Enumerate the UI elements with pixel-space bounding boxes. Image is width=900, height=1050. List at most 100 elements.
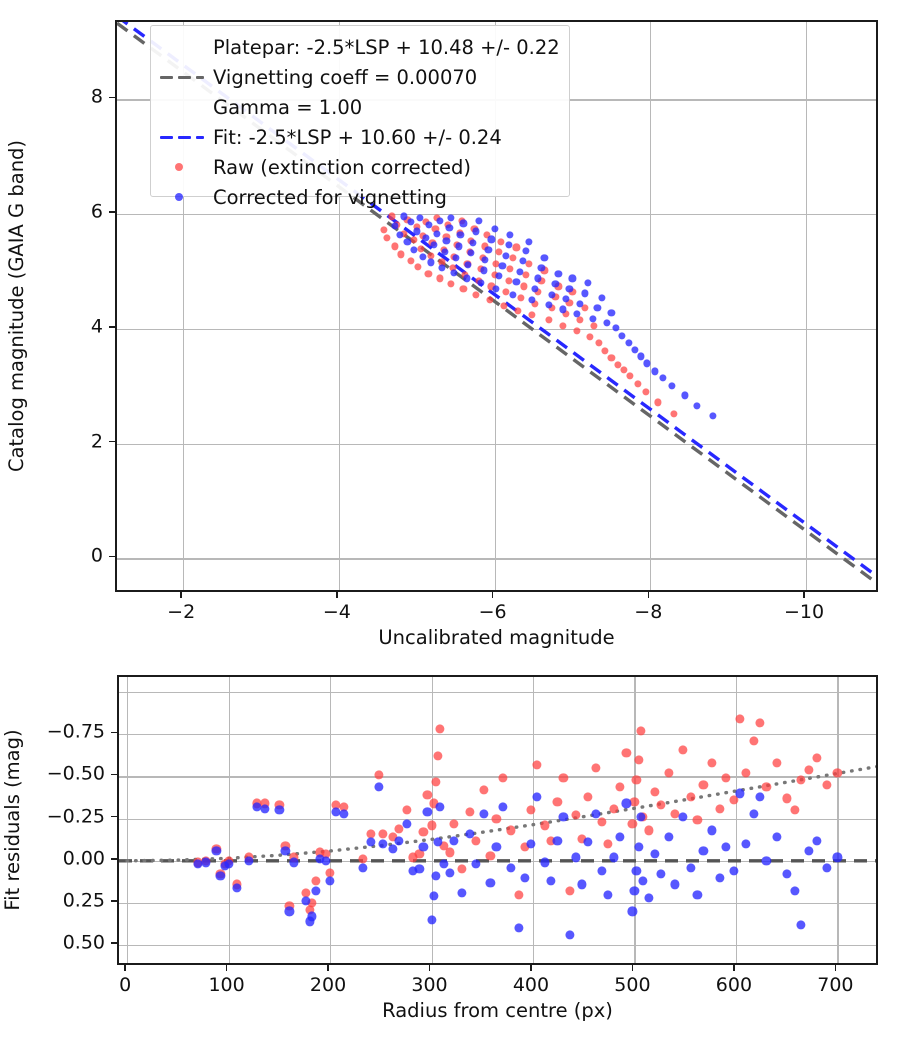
axis-tick-label-x: −6 bbox=[478, 601, 507, 623]
scatter-point-corrected bbox=[832, 852, 842, 862]
axis-tick-x bbox=[834, 965, 837, 971]
scatter-point-corrected bbox=[598, 294, 606, 302]
scatter-point-raw bbox=[502, 288, 510, 296]
scatter-point-corrected bbox=[603, 319, 611, 327]
scatter-point-corrected bbox=[456, 231, 464, 239]
scatter-point-raw bbox=[331, 800, 341, 810]
legend-row: Raw (extinction corrected) bbox=[159, 152, 559, 182]
scatter-point-corrected bbox=[637, 352, 645, 361]
scatter-point-raw bbox=[531, 300, 539, 308]
scatter-point-raw bbox=[603, 839, 613, 849]
scatter-point-raw bbox=[548, 304, 556, 312]
gridline-vertical bbox=[338, 22, 341, 590]
axis-tick-y bbox=[109, 211, 115, 213]
gridline-vertical bbox=[330, 677, 332, 963]
scatter-point-raw bbox=[438, 258, 446, 266]
axis-tick-label-x: 600 bbox=[715, 974, 753, 996]
scatter-point-raw bbox=[433, 751, 443, 761]
legend-row: Corrected for vignetting bbox=[159, 182, 559, 212]
scatter-point-corrected bbox=[597, 866, 607, 876]
axis-tick-x bbox=[647, 592, 650, 598]
axis-tick-y bbox=[109, 440, 115, 443]
scatter-point-raw bbox=[654, 398, 662, 406]
scatter-point-raw bbox=[427, 251, 435, 260]
scatter-point-corrected bbox=[506, 231, 514, 239]
scatter-point-corrected bbox=[618, 332, 626, 340]
scatter-point-corrected bbox=[284, 906, 295, 916]
scatter-point-raw bbox=[551, 293, 559, 301]
scatter-point-raw bbox=[485, 851, 495, 861]
scatter-point-raw bbox=[796, 775, 806, 785]
scatter-point-raw bbox=[428, 798, 439, 809]
scatter-point-corrected bbox=[223, 859, 234, 869]
scatter-point-raw bbox=[642, 388, 650, 396]
scatter-point-raw bbox=[471, 835, 481, 846]
axis-tick-x bbox=[803, 592, 805, 598]
scatter-point-corrected bbox=[609, 852, 619, 862]
scatter-point-raw bbox=[388, 832, 398, 842]
axis-tick-label-y: −0.50 bbox=[46, 762, 105, 785]
scatter-point-raw bbox=[512, 243, 520, 252]
axis-tick-label-y: 0 bbox=[90, 544, 103, 567]
scatter-point-raw bbox=[686, 792, 696, 802]
scatter-point-corrected bbox=[562, 295, 570, 303]
axis-tick-label-x: 100 bbox=[208, 974, 245, 996]
scatter-point-raw bbox=[374, 770, 384, 780]
scatter-point-raw bbox=[729, 795, 739, 805]
scatter-point-raw bbox=[562, 310, 570, 318]
scatter-point-raw bbox=[315, 847, 325, 857]
scatter-point-raw bbox=[430, 776, 441, 787]
scatter-point-raw bbox=[514, 889, 524, 900]
scatter-point-corrected bbox=[339, 808, 349, 819]
scatter-point-raw bbox=[492, 259, 500, 268]
scatter-point-corrected bbox=[414, 864, 424, 874]
scatter-point-corrected bbox=[462, 274, 471, 283]
scatter-point-corrected bbox=[410, 246, 418, 254]
scatter-point-raw bbox=[585, 333, 594, 341]
scatter-point-corrected bbox=[698, 846, 709, 856]
axis-tick-label-x: −8 bbox=[634, 601, 663, 623]
scatter-point-corrected bbox=[476, 279, 485, 287]
scatter-point-corrected bbox=[469, 239, 477, 247]
scatter-point-corrected bbox=[721, 842, 731, 852]
scatter-point-corrected bbox=[441, 248, 449, 256]
scatter-point-corrected bbox=[408, 866, 418, 876]
gridline-vertical bbox=[228, 677, 230, 963]
scatter-point-raw bbox=[590, 321, 598, 330]
scatter-point-raw bbox=[812, 753, 822, 763]
scatter-point-corrected bbox=[211, 846, 221, 856]
legend-row: Vignetting coeff = 0.00070 bbox=[159, 62, 559, 92]
legend-marker-dot bbox=[175, 193, 183, 201]
scatter-point-raw bbox=[436, 274, 444, 283]
scatter-point-corrected bbox=[201, 857, 211, 868]
scatter-point-corrected bbox=[621, 798, 631, 809]
scatter-point-raw bbox=[418, 827, 428, 837]
scatter-point-corrected bbox=[479, 808, 489, 819]
axis-tick-y bbox=[111, 731, 117, 734]
scatter-point-raw bbox=[424, 270, 433, 278]
scatter-point-corrected bbox=[540, 254, 549, 262]
scatter-point-raw bbox=[307, 898, 317, 908]
legend-label: Fit: -2.5*LSP + 10.60 +/- 0.24 bbox=[213, 125, 502, 149]
legend: Platepar: -2.5*LSP + 10.48 +/- 0.22 Vigne… bbox=[150, 25, 570, 209]
scatter-point-corrected bbox=[357, 862, 368, 873]
scatter-point-raw bbox=[394, 824, 404, 834]
scatter-point-corrected bbox=[433, 837, 443, 847]
scatter-point-raw bbox=[552, 797, 562, 807]
scatter-point-corrected bbox=[576, 300, 584, 308]
scatter-point-corrected bbox=[670, 879, 680, 889]
scatter-point-raw bbox=[583, 792, 593, 802]
axis-tick-label-x: 0 bbox=[119, 974, 132, 996]
axis-tick-label-y: 0.50 bbox=[62, 931, 105, 954]
axis-title-y: Fit residuals (mag) bbox=[1, 729, 24, 911]
scatter-point-corrected bbox=[325, 876, 335, 886]
scatter-point-raw bbox=[650, 787, 660, 797]
gridline-horizontal bbox=[119, 734, 876, 736]
scatter-point-corrected bbox=[509, 290, 517, 299]
scatter-point-corrected bbox=[631, 345, 639, 354]
axis-tick-x bbox=[428, 965, 431, 971]
scatter-point-raw bbox=[620, 366, 628, 374]
gridline-vertical bbox=[183, 22, 185, 590]
scatter-point-corrected bbox=[615, 832, 625, 842]
scatter-point-corrected bbox=[545, 301, 553, 309]
